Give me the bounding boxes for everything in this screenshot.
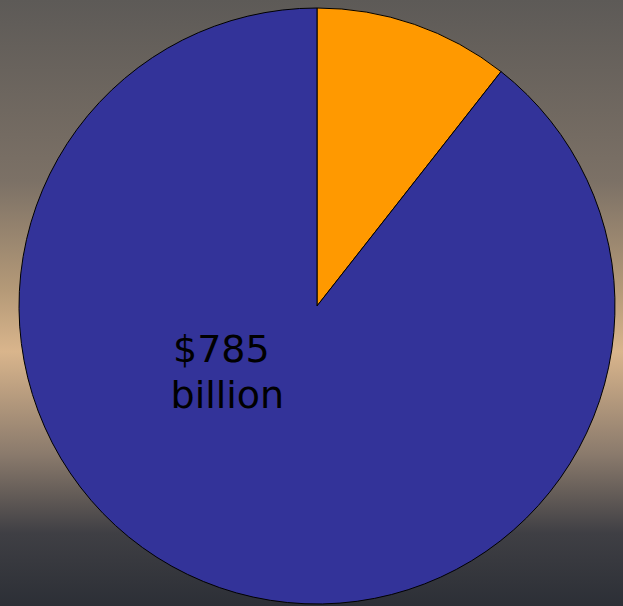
- svg-text:$785: $785: [173, 327, 282, 371]
- svg-text:billion: billion: [171, 373, 285, 417]
